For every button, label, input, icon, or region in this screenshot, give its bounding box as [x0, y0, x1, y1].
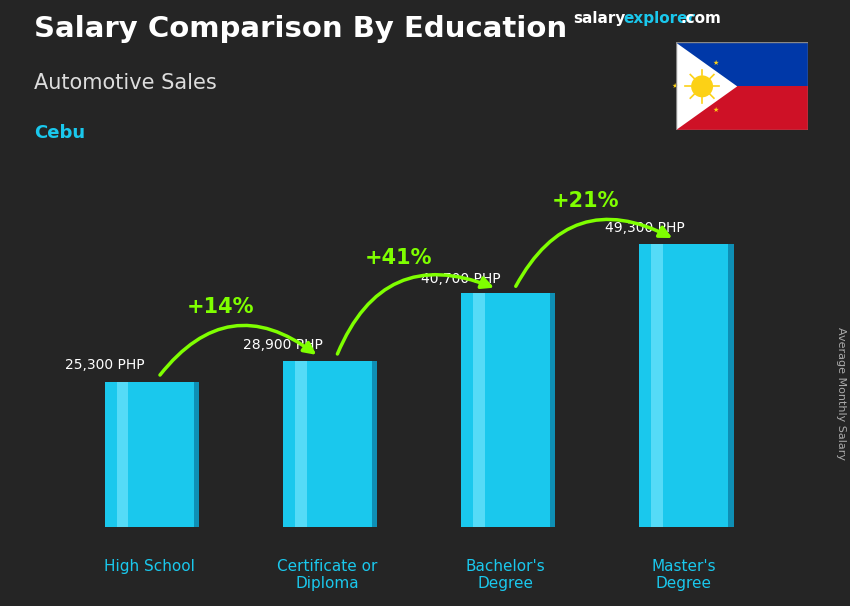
Text: +14%: +14%	[187, 297, 254, 317]
Bar	[283, 361, 372, 527]
Circle shape	[691, 75, 713, 98]
Text: salary: salary	[574, 11, 626, 26]
Bar	[473, 293, 484, 527]
Bar	[105, 382, 194, 527]
Bar	[295, 361, 307, 527]
Text: 40,700 PHP: 40,700 PHP	[422, 272, 501, 286]
Text: +21%: +21%	[552, 191, 620, 211]
Text: explorer: explorer	[623, 11, 695, 26]
Text: 25,300 PHP: 25,300 PHP	[65, 358, 144, 372]
Text: ★: ★	[712, 60, 719, 66]
Bar	[676, 87, 807, 130]
Bar	[110, 382, 199, 527]
Bar	[644, 244, 734, 527]
Bar	[676, 42, 807, 87]
Text: Salary Comparison By Education: Salary Comparison By Education	[34, 15, 567, 43]
Bar	[467, 293, 555, 527]
Text: 49,300 PHP: 49,300 PHP	[604, 221, 684, 235]
Text: .com: .com	[681, 11, 722, 26]
Text: Bachelor's
Degree: Bachelor's Degree	[466, 559, 546, 591]
Bar	[639, 244, 728, 527]
Text: Average Monthly Salary: Average Monthly Salary	[836, 327, 846, 461]
Text: 28,900 PHP: 28,900 PHP	[243, 338, 323, 352]
Text: ★: ★	[712, 107, 719, 113]
Polygon shape	[676, 42, 737, 130]
Bar	[116, 382, 128, 527]
Text: Master's
Degree: Master's Degree	[651, 559, 716, 591]
Bar	[288, 361, 377, 527]
Text: Cebu: Cebu	[34, 124, 85, 142]
Text: Certificate or
Diploma: Certificate or Diploma	[277, 559, 377, 591]
Text: ★: ★	[672, 84, 678, 89]
Bar	[651, 244, 663, 527]
Bar	[461, 293, 550, 527]
Text: Automotive Sales: Automotive Sales	[34, 73, 217, 93]
Text: +41%: +41%	[365, 248, 433, 268]
Text: High School: High School	[104, 559, 195, 574]
